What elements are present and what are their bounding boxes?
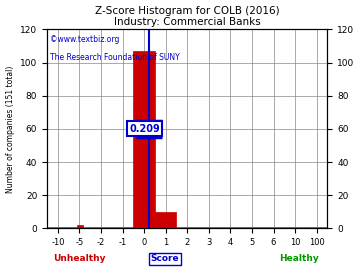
Bar — [155, 212, 176, 228]
Text: The Research Foundation of SUNY: The Research Foundation of SUNY — [50, 53, 180, 62]
Title: Z-Score Histogram for COLB (2016)
Industry: Commercial Banks: Z-Score Histogram for COLB (2016) Indust… — [95, 6, 280, 27]
Text: Healthy: Healthy — [279, 254, 319, 263]
Bar — [133, 51, 155, 228]
Text: Unhealthy: Unhealthy — [53, 254, 105, 263]
Y-axis label: Number of companies (151 total): Number of companies (151 total) — [5, 65, 14, 193]
Text: ©www.textbiz.org: ©www.textbiz.org — [50, 35, 119, 44]
Bar — [77, 225, 83, 228]
Text: 0.209: 0.209 — [129, 124, 160, 134]
Text: Score: Score — [150, 254, 179, 263]
